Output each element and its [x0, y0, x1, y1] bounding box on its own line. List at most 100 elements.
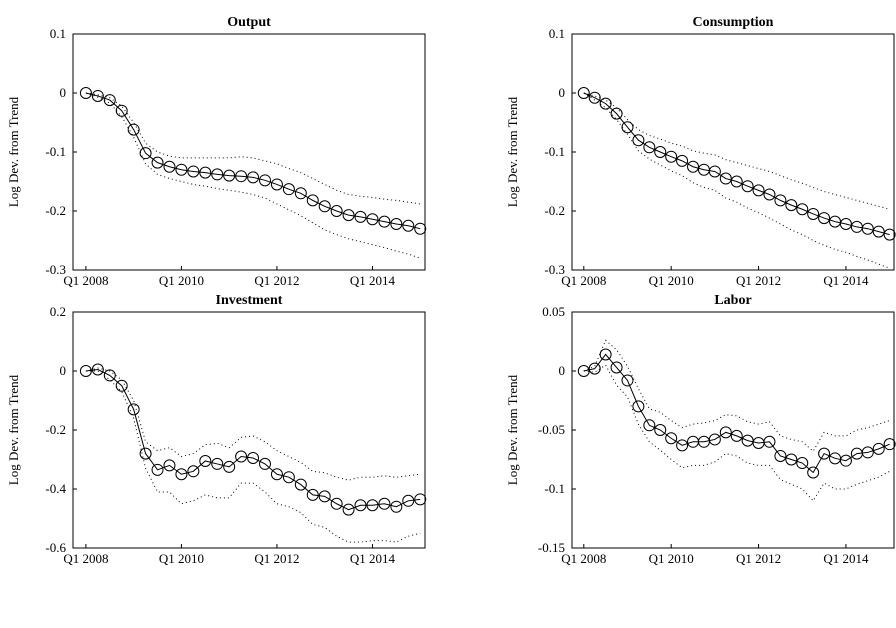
point: [818, 447, 831, 460]
y-tick-label: 0: [60, 363, 67, 378]
point: [402, 219, 415, 232]
point: [785, 453, 798, 466]
point: [883, 438, 896, 451]
point: [378, 497, 391, 510]
point: [259, 457, 271, 470]
point: [187, 165, 200, 178]
y-tick-label: 0.1: [549, 26, 565, 41]
point: [577, 365, 590, 377]
plot-frame: [571, 33, 895, 271]
plot-frame: [571, 311, 895, 549]
y-tick-label: -0.3: [45, 262, 66, 277]
point: [175, 468, 188, 481]
series-line: [85, 370, 421, 543]
series-line: [583, 353, 890, 474]
subplot: Labor Log Dev. from Trend -0.15 -0.1 -0.05 0 0…: [505, 293, 896, 566]
point: [621, 374, 634, 387]
point: [763, 435, 776, 448]
y-tick-label: -0.3: [544, 262, 565, 277]
point: [807, 207, 820, 220]
point: [839, 217, 852, 230]
point: [861, 446, 874, 459]
point: [247, 171, 260, 184]
y-tick-label: -0.6: [45, 540, 66, 555]
y-tick-label: 0.2: [50, 304, 66, 319]
y-tick-label: -0.1: [544, 144, 565, 159]
point: [872, 442, 885, 455]
point: [676, 439, 689, 452]
point: [270, 468, 283, 481]
point: [103, 94, 116, 107]
point: [643, 419, 656, 432]
y-tick-label: 0.05: [542, 304, 565, 319]
series-line: [583, 339, 890, 453]
point: [115, 104, 128, 117]
x-tick-label: Q1 2010: [649, 551, 694, 566]
point: [199, 454, 212, 467]
x-tick-label: Q1 2008: [63, 273, 108, 288]
y-tick-label: -0.1: [45, 144, 66, 159]
point: [199, 166, 212, 179]
plot-frame: [72, 311, 426, 549]
point: [163, 459, 176, 472]
point: [235, 170, 248, 183]
point: [366, 499, 379, 512]
series-line: [85, 92, 421, 259]
point: [354, 210, 367, 223]
subplot-title: Labor: [714, 293, 751, 308]
y-axis-label: Log Dev. from Trend: [505, 374, 520, 485]
point: [763, 188, 776, 201]
point: [796, 457, 809, 470]
point: [115, 379, 128, 392]
point: [91, 363, 104, 376]
point: [839, 454, 852, 467]
point: [127, 403, 140, 416]
x-tick-label: Q1 2008: [561, 273, 606, 288]
point: [247, 452, 260, 465]
x-tick-label: Q1 2008: [561, 551, 606, 566]
point: [665, 150, 678, 163]
y-tick-label: 0.1: [50, 26, 66, 41]
point: [354, 499, 367, 512]
point: [318, 490, 331, 503]
point: [708, 433, 721, 446]
point: [599, 97, 612, 110]
point: [708, 165, 721, 178]
point: [390, 217, 403, 230]
point: [282, 471, 295, 484]
point: [632, 134, 645, 147]
y-axis-label: Log Dev. from Trend: [505, 96, 520, 207]
y-axis-label: Log Dev. from Trend: [6, 96, 21, 207]
point: [632, 400, 645, 413]
point: [588, 362, 601, 375]
point: [211, 457, 224, 470]
point: [330, 205, 343, 217]
point: [741, 180, 754, 193]
series-line: [85, 92, 421, 205]
point: [366, 213, 379, 226]
point: [643, 141, 656, 154]
point: [235, 450, 248, 463]
y-tick-label: 0: [60, 85, 67, 100]
point: [730, 175, 743, 188]
point: [342, 209, 355, 222]
point: [330, 497, 343, 510]
point: [294, 478, 307, 491]
point: [175, 163, 188, 176]
point: [163, 160, 176, 173]
point: [259, 174, 271, 187]
series-line: [583, 92, 890, 269]
point: [665, 432, 678, 445]
series-line: [85, 369, 421, 511]
point: [676, 154, 689, 167]
point: [752, 184, 765, 197]
x-tick-label: Q1 2014: [823, 273, 869, 288]
point: [654, 146, 667, 158]
x-tick-label: Q1 2012: [736, 273, 781, 288]
point: [402, 494, 415, 507]
point: [103, 369, 116, 382]
point: [223, 460, 236, 473]
y-tick-label: 0: [559, 363, 566, 378]
point: [79, 87, 92, 99]
point: [785, 199, 798, 212]
